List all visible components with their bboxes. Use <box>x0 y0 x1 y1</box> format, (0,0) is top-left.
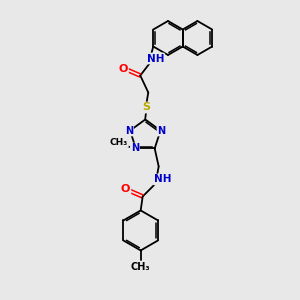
Text: O: O <box>121 184 130 194</box>
Text: CH₃: CH₃ <box>110 138 128 147</box>
Text: NH: NH <box>154 174 171 184</box>
Text: NH: NH <box>146 53 164 64</box>
Text: S: S <box>142 103 150 112</box>
Text: N: N <box>158 126 166 136</box>
Text: CH₃: CH₃ <box>131 262 151 272</box>
Text: N: N <box>125 126 133 136</box>
Text: O: O <box>118 64 128 74</box>
Text: N: N <box>131 143 139 153</box>
